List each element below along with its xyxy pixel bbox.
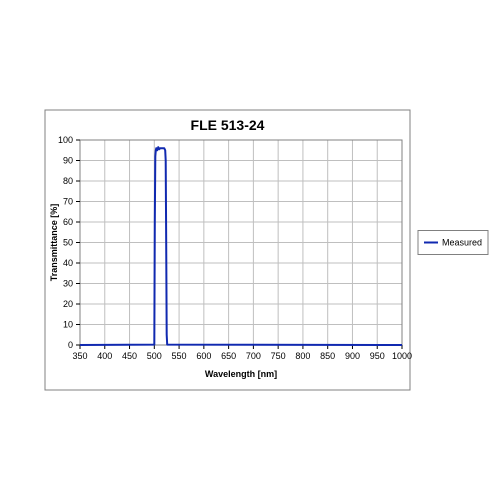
chart-title: FLE 513-24 [191,117,265,133]
svg-text:500: 500 [147,351,162,361]
svg-text:450: 450 [122,351,137,361]
svg-text:550: 550 [172,351,187,361]
svg-text:850: 850 [320,351,335,361]
y-axis-label: Transmittance [%] [49,204,59,282]
svg-text:950: 950 [370,351,385,361]
svg-text:10: 10 [63,320,73,330]
svg-text:1000: 1000 [392,351,412,361]
svg-text:30: 30 [63,279,73,289]
x-axis-label: Wavelength [nm] [205,369,277,379]
svg-text:70: 70 [63,197,73,207]
svg-text:900: 900 [345,351,360,361]
svg-text:400: 400 [97,351,112,361]
svg-text:50: 50 [63,238,73,248]
svg-text:20: 20 [63,299,73,309]
svg-text:0: 0 [68,340,73,350]
legend: Measured [418,231,488,255]
filter-transmittance-chart: FLE 513-24350400450500550600650700750800… [10,80,490,420]
svg-text:40: 40 [63,258,73,268]
legend-label: Measured [442,238,482,248]
svg-text:750: 750 [271,351,286,361]
svg-text:700: 700 [246,351,261,361]
svg-text:90: 90 [63,156,73,166]
svg-text:80: 80 [63,176,73,186]
svg-text:800: 800 [295,351,310,361]
svg-text:650: 650 [221,351,236,361]
svg-text:600: 600 [196,351,211,361]
svg-text:350: 350 [72,351,87,361]
svg-text:60: 60 [63,217,73,227]
svg-text:100: 100 [58,135,73,145]
